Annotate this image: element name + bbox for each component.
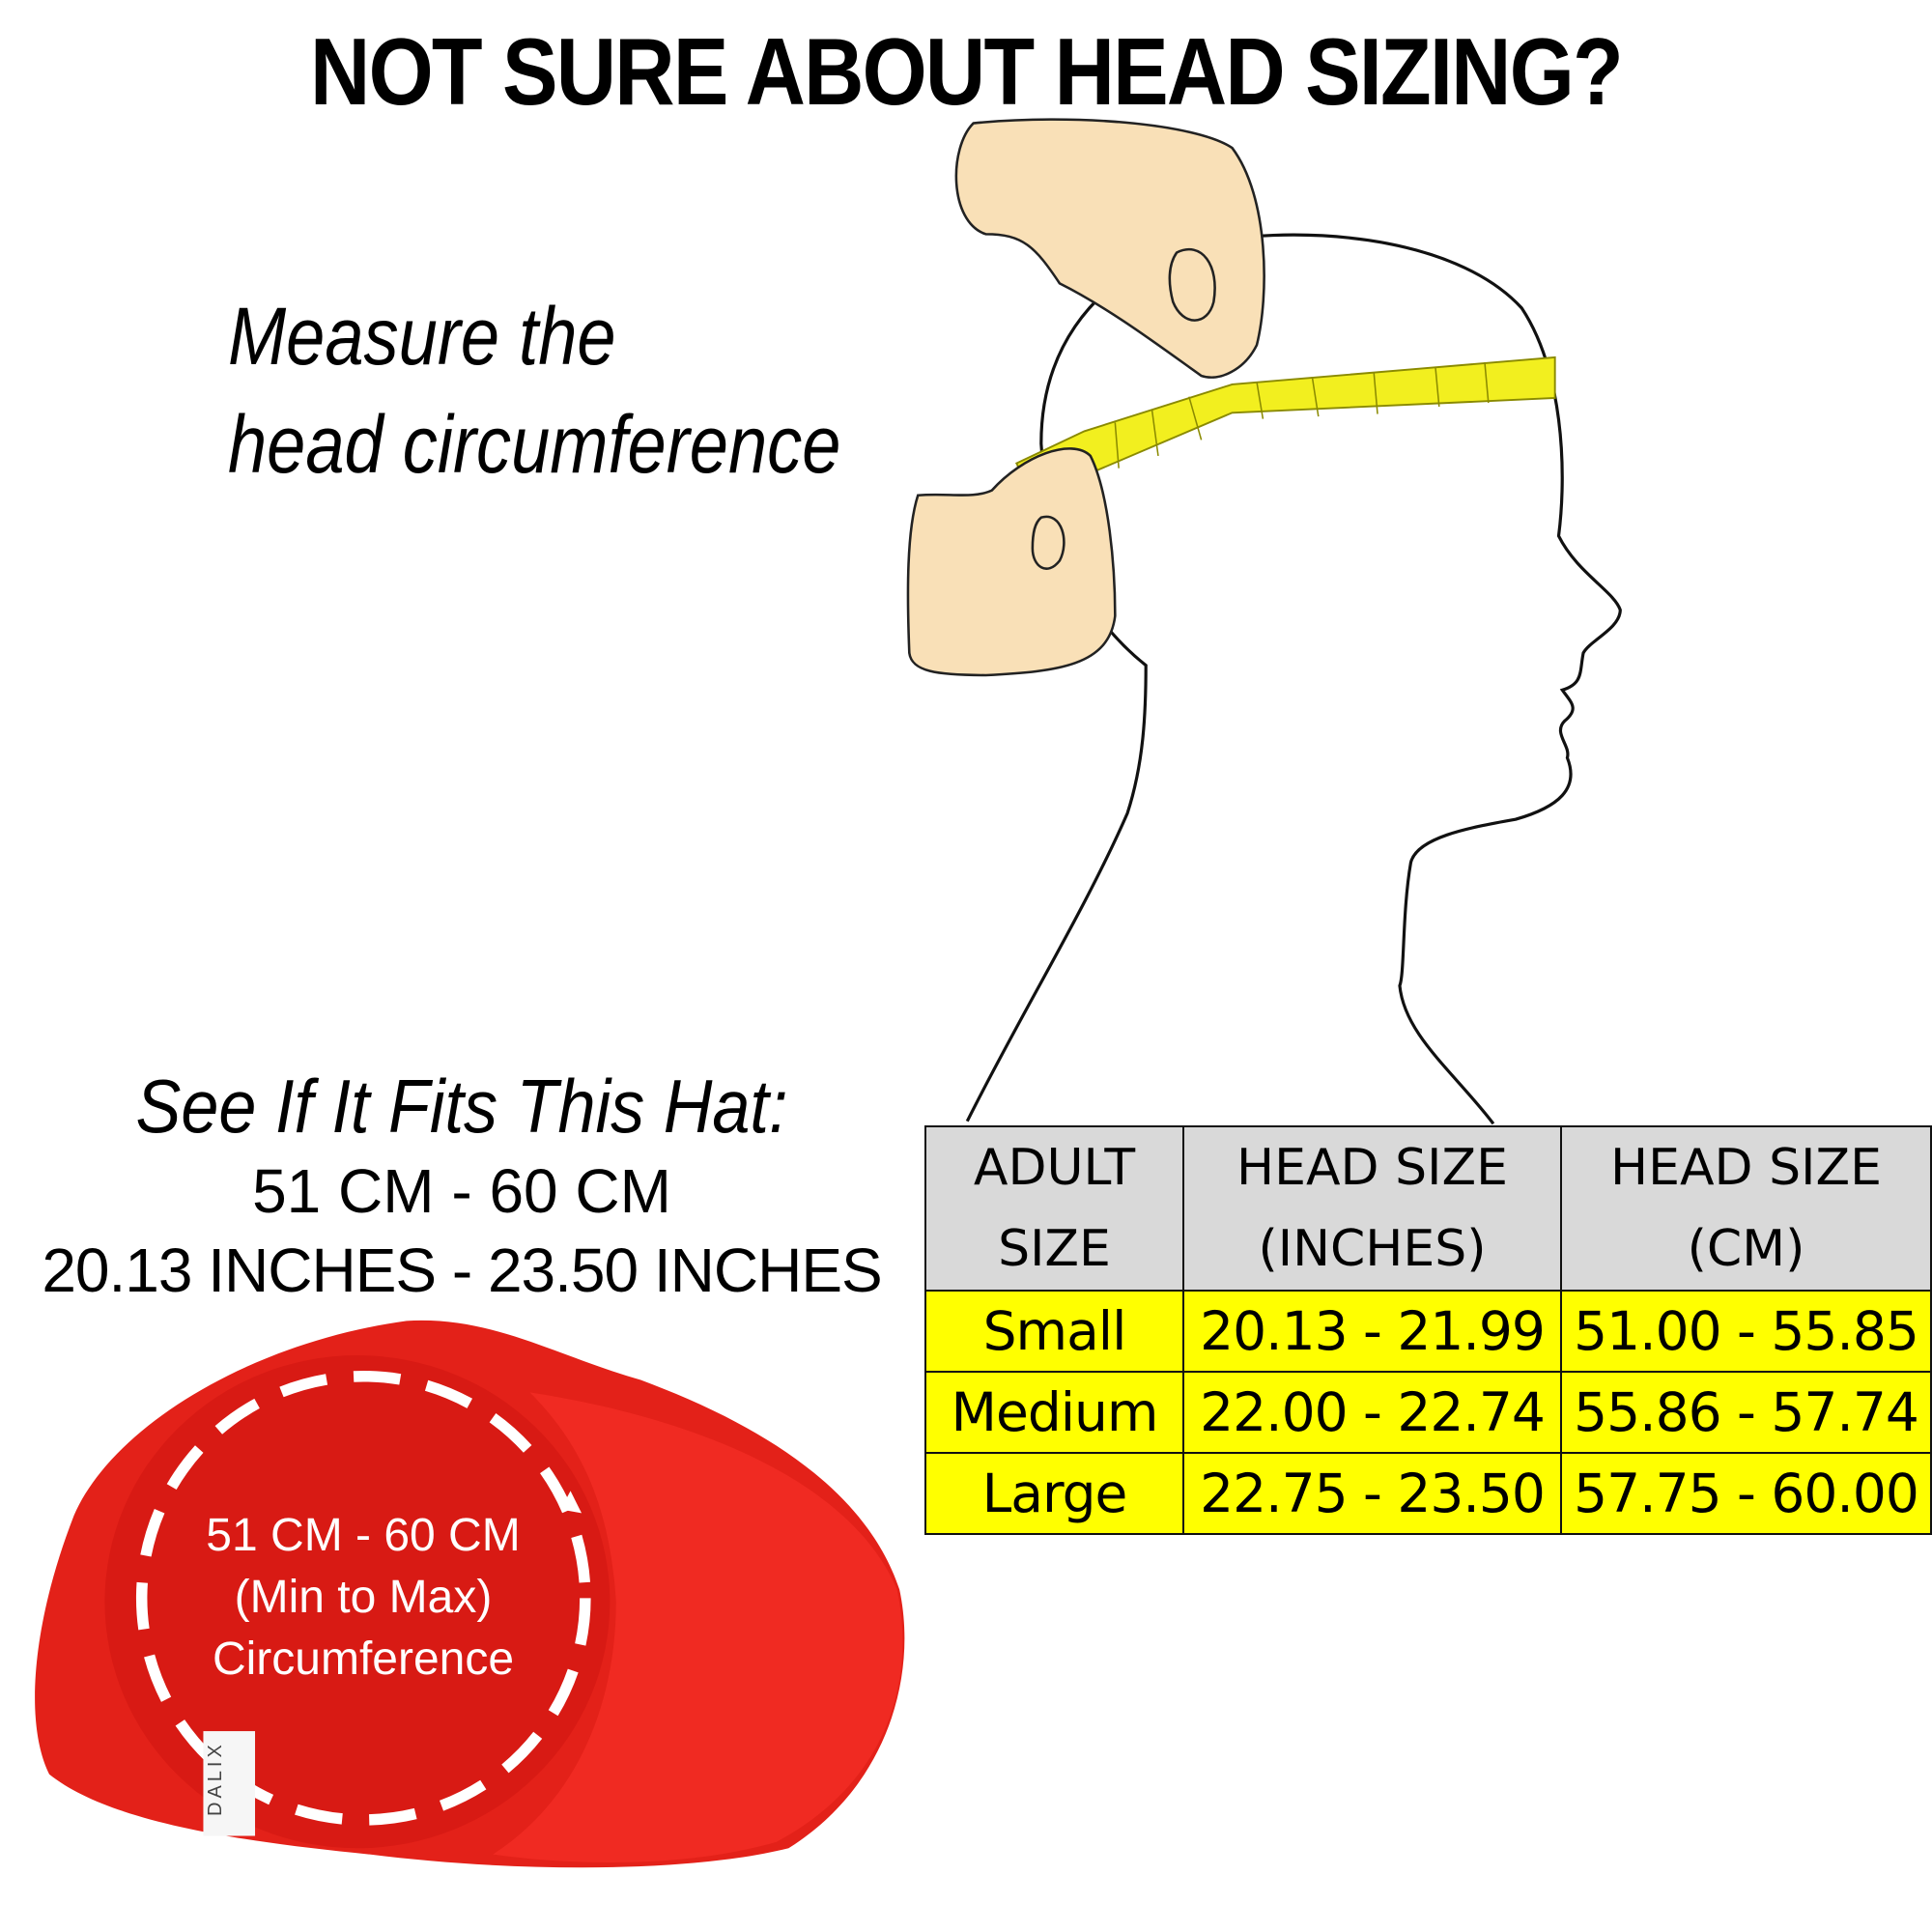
table-row: Small 20.13 - 21.99 51.00 - 55.85 [924,1290,1932,1373]
head-silhouette [965,233,1622,1125]
inches-cell: 22.75 - 23.50 [1182,1452,1562,1535]
hand-top-icon [954,118,1265,379]
header-adult-size: ADULT SIZE [924,1125,1184,1292]
fit-inch-range: 20.13 INCHES - 23.50 INCHES [42,1236,882,1305]
hat-label-line1: 51 CM - 60 CM [206,1510,521,1561]
cm-cell: 55.86 - 57.74 [1560,1371,1932,1454]
fit-cm-range: 51 CM - 60 CM [252,1156,671,1226]
table-header-row: ADULT SIZE HEAD SIZE (INCHES) HEAD SIZE (CM… [924,1125,1932,1292]
instruction-line1: Measure the [228,291,616,382]
brand-tag: DALIX [205,1741,226,1816]
size-cell: Medium [924,1371,1184,1454]
header-inches: HEAD SIZE (INCHES) [1182,1125,1562,1292]
table-row: Large 22.75 - 23.50 57.75 - 60.00 [924,1452,1932,1535]
header-cm: HEAD SIZE (CM) [1560,1125,1932,1292]
hat-circumference-label: 51 CM - 60 CM (Min to Max) Circumference [151,1505,576,1690]
fit-heading: See If It Fits This Hat: [135,1064,788,1149]
hat-image [35,1320,905,1868]
hat-label-line2: (Min to Max) [234,1572,493,1623]
page-title: NOT SURE ABOUT HEAD SIZING? [310,18,1624,125]
size-chart-table: ADULT SIZE HEAD SIZE (INCHES) HEAD SIZE (CM… [924,1125,1932,1535]
hand-bottom-icon [906,447,1117,677]
inches-cell: 20.13 - 21.99 [1182,1290,1562,1373]
inches-cell: 22.00 - 22.74 [1182,1371,1562,1454]
hat-label-line3: Circumference [212,1634,515,1685]
table-row: Medium 22.00 - 22.74 55.86 - 57.74 [924,1371,1932,1454]
tape-measure-icon [1014,355,1556,477]
cm-cell: 51.00 - 55.85 [1560,1290,1932,1373]
size-cell: Small [924,1290,1184,1373]
size-cell: Large [924,1452,1184,1535]
cm-cell: 57.75 - 60.00 [1560,1452,1932,1535]
instruction-line2: head circumference [228,399,841,490]
